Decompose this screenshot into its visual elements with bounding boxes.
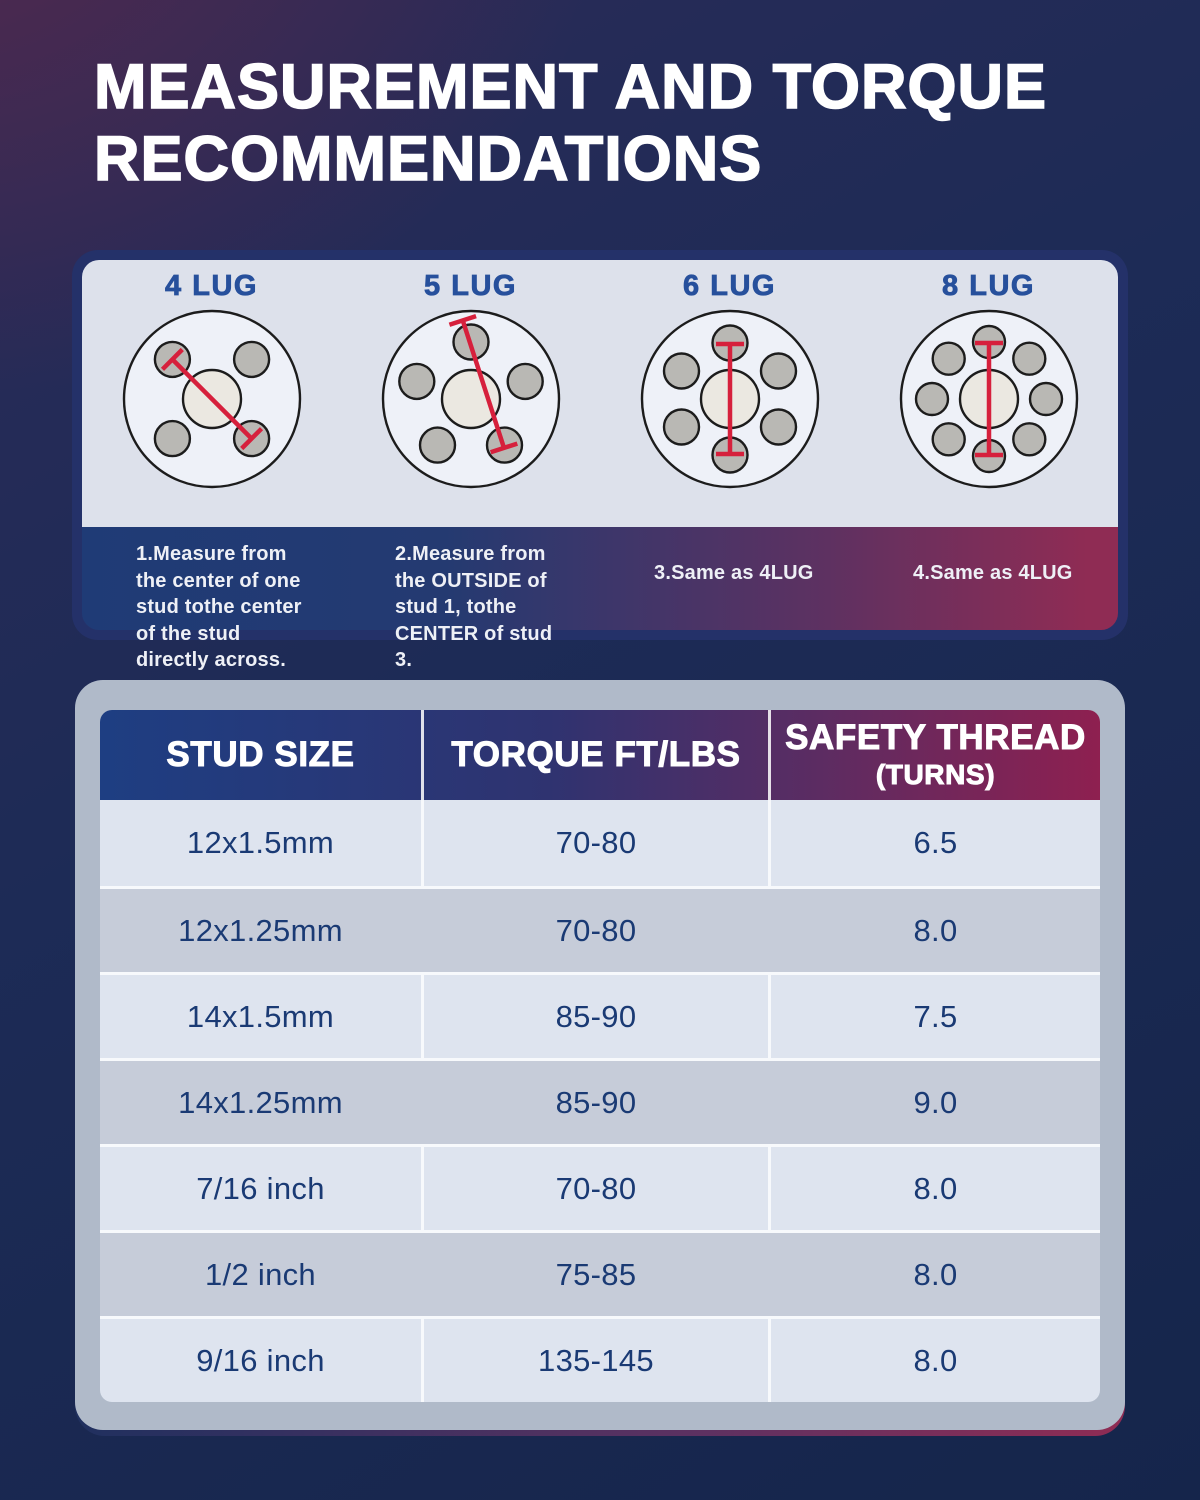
measurement-note-2: 2.Measure from the OUTSIDE of stud 1, to… xyxy=(395,543,553,672)
table-cell: 9.0 xyxy=(913,1084,958,1120)
lug-label-4: 4 LUG xyxy=(165,269,258,302)
table-cell: 70-80 xyxy=(420,800,768,886)
lug-label-8: 8 LUG xyxy=(942,269,1035,302)
lug-label-6: 6 LUG xyxy=(683,269,776,302)
table-row: 12x1.25mm 70-80 8.0 xyxy=(100,886,1100,972)
measurement-note-3: 3.Same as 4LUG xyxy=(654,562,814,585)
torque-table-card: STUD SIZE TORQUE FT/LBS SAFETY THREAD (T… xyxy=(75,680,1125,1436)
table-row: 7/16 inch 70-80 8.0 xyxy=(100,1144,1100,1230)
lug-wheel-svg xyxy=(122,309,301,489)
measurement-notes-strip: 1.Measure from the center of one stud to… xyxy=(82,527,1118,672)
lug-wheel-diagram-5 xyxy=(378,306,564,492)
table-cell: 8.0 xyxy=(913,1256,958,1292)
table-header-row: STUD SIZE TORQUE FT/LBS SAFETY THREAD (T… xyxy=(100,710,1100,800)
lug-diagram-column-6lug: 6 LUG xyxy=(600,260,859,527)
table-cell: 8.0 xyxy=(767,1147,1100,1230)
table-row: 14x1.5mm 85-90 7.5 xyxy=(100,972,1100,1058)
header-safety-thread-line2: (TURNS) xyxy=(875,759,996,791)
table-row: 12x1.5mm 70-80 6.5 xyxy=(100,800,1100,886)
table-cell: 70-80 xyxy=(555,912,637,948)
table-cell: 12x1.25mm xyxy=(178,912,343,948)
lug-diagram-column-4lug: 4 LUG xyxy=(82,260,341,527)
lug-wheel-svg xyxy=(381,309,560,489)
header-cell-safety-thread: SAFETY THREAD (TURNS) xyxy=(767,710,1100,800)
table-cell: 14x1.25mm xyxy=(178,1084,343,1120)
measurement-note-1: 1.Measure from the center of one stud to… xyxy=(136,543,302,672)
table-cell: 14x1.5mm xyxy=(186,998,335,1034)
header-cell-torque: TORQUE FT/LBS xyxy=(420,710,768,800)
table-cell: 75-85 xyxy=(555,1256,637,1292)
table-cell: 9/16 inch xyxy=(196,1342,325,1378)
table-row: 9/16 inch 135-145 8.0 xyxy=(100,1316,1100,1402)
lug-wheel-svg xyxy=(899,309,1078,489)
header-cell-stud-size: STUD SIZE xyxy=(166,734,355,774)
lug-wheel-svg xyxy=(640,309,819,489)
lug-label-5: 5 LUG xyxy=(424,269,517,302)
table-cell: 1/2 inch xyxy=(205,1256,316,1292)
page-title: MEASUREMENT AND TORQUE RECOMMENDATIONS xyxy=(93,51,1048,196)
lug-measurement-panel: 4 LUG 5 LUG 6 LUG 8 LUG 1.Measure from t… xyxy=(72,250,1128,672)
measurement-note-4: 4.Same as 4LUG xyxy=(913,562,1073,585)
lug-wheel-diagram-4 xyxy=(119,306,305,492)
table-cell: 135-145 xyxy=(420,1319,768,1402)
header-safety-thread-line1: SAFETY THREAD xyxy=(785,718,1086,758)
page-title-line1: MEASUREMENT AND TORQUE xyxy=(93,51,1048,123)
lug-wheel-diagram-8 xyxy=(896,306,1082,492)
table-cell: 85-90 xyxy=(420,975,768,1058)
table-cell: 7.5 xyxy=(767,975,1100,1058)
torque-table: STUD SIZE TORQUE FT/LBS SAFETY THREAD (T… xyxy=(75,680,1125,1430)
lug-diagrams-area: 4 LUG 5 LUG 6 LUG 8 LUG xyxy=(82,260,1118,527)
table-body: 12x1.5mm 70-80 6.5 12x1.25mm 70-80 8.0 14x1.5m… xyxy=(100,800,1100,1402)
table-cell: 85-90 xyxy=(555,1084,637,1120)
table-row: 1/2 inch 75-85 8.0 xyxy=(100,1230,1100,1316)
lug-diagram-column-8lug: 8 LUG xyxy=(859,260,1118,527)
lug-diagram-column-5lug: 5 LUG xyxy=(341,260,600,527)
table-cell: 8.0 xyxy=(767,1319,1100,1402)
table-cell: 12x1.5mm xyxy=(186,825,335,860)
table-cell: 8.0 xyxy=(913,912,958,948)
table-cell: 6.5 xyxy=(767,800,1100,886)
table-row: 14x1.25mm 85-90 9.0 xyxy=(100,1058,1100,1144)
table-cell: 70-80 xyxy=(420,1147,768,1230)
page-title-line2: RECOMMENDATIONS xyxy=(93,123,763,195)
lug-wheel-diagram-6 xyxy=(637,306,823,492)
table-cell: 7/16 inch xyxy=(196,1170,325,1206)
